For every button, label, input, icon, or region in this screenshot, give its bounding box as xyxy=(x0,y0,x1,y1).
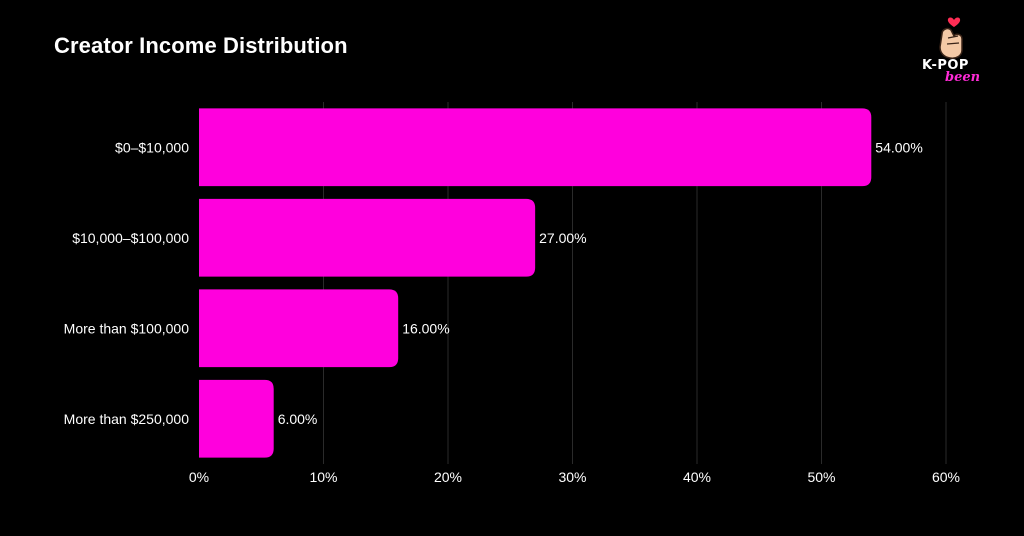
value-label: 16.00% xyxy=(402,320,449,336)
value-label: 27.00% xyxy=(539,230,586,246)
logo-line1: K-POP xyxy=(922,58,969,73)
bars xyxy=(199,108,872,458)
bar xyxy=(199,108,872,187)
x-tick-label: 20% xyxy=(434,469,462,485)
finger-heart-icon xyxy=(939,17,963,59)
category-label: More than $250,000 xyxy=(64,411,190,427)
x-tick-label: 40% xyxy=(683,469,711,485)
category-label: $0–$10,000 xyxy=(115,139,189,155)
value-label: 6.00% xyxy=(278,411,318,427)
category-label: $10,000–$100,000 xyxy=(72,230,189,246)
bar xyxy=(199,379,274,458)
x-tick-label: 10% xyxy=(309,469,337,485)
x-tick-label: 0% xyxy=(189,469,209,485)
bar xyxy=(199,198,536,277)
brand-logo: K-POP been xyxy=(918,14,988,86)
x-tick-label: 30% xyxy=(558,469,586,485)
chart-title: Creator Income Distribution xyxy=(54,33,348,58)
x-tick-label: 50% xyxy=(807,469,835,485)
value-label: 54.00% xyxy=(875,139,922,155)
x-tick-label: 60% xyxy=(932,469,960,485)
labels: 0% 10% 20% 30% 40% 50% 60% $0–$10,000 54.00% $10,… xyxy=(64,139,960,485)
category-label: More than $100,000 xyxy=(64,320,190,336)
logo-line2: been xyxy=(945,70,981,85)
bar xyxy=(199,289,399,368)
